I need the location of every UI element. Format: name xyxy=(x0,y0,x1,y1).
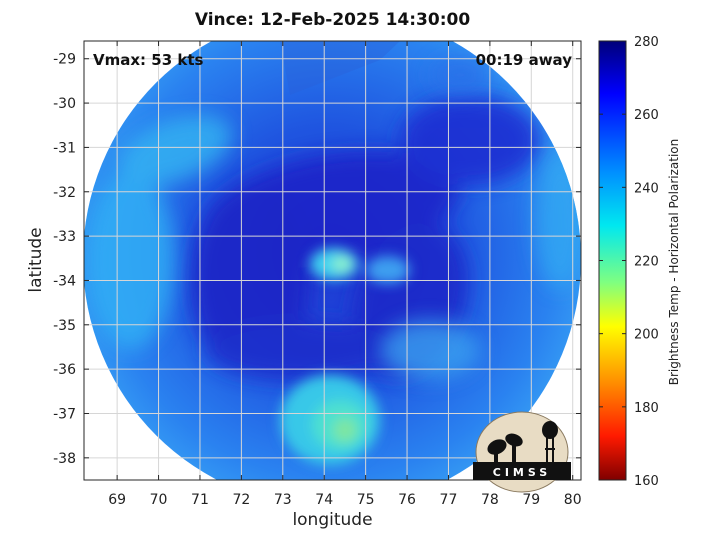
x-tick-label: 69 xyxy=(108,492,126,508)
y-tick-label: -29 xyxy=(53,52,76,68)
x-tick-label: 73 xyxy=(274,492,292,508)
brightness-temp-image xyxy=(84,41,581,480)
logo-text: CIMSS xyxy=(493,466,551,479)
colorbar-tick-label: 280 xyxy=(634,35,659,50)
y-tick-label: -30 xyxy=(53,96,76,112)
colorbar-tick-label: 240 xyxy=(634,181,659,196)
colorbar-tick-label: 160 xyxy=(634,474,659,489)
colorbar-gradient xyxy=(599,41,626,480)
y-tick-label: -32 xyxy=(53,185,76,201)
vmax-label: Vmax: 53 kts xyxy=(93,51,204,69)
y-tick-label: -34 xyxy=(53,273,76,289)
x-tick-label: 76 xyxy=(398,492,416,508)
grid-lines xyxy=(84,41,581,480)
y-tick-label: -31 xyxy=(53,140,76,156)
cimss-logo: CIMSS xyxy=(473,411,571,493)
x-tick-label: 70 xyxy=(150,492,168,508)
x-tick-label: 78 xyxy=(481,492,499,508)
x-axis-ticks: 69 70 71 72 73 74 75 76 77 78 79 80 xyxy=(108,41,582,508)
colorbar-tick-label: 180 xyxy=(634,401,659,416)
y-tick-label: -36 xyxy=(53,362,76,378)
axes-frame xyxy=(83,40,582,481)
y-axis-label: latitude xyxy=(26,227,46,293)
x-tick-label: 71 xyxy=(191,492,209,508)
y-tick-label: -38 xyxy=(53,451,76,467)
colorbar-tick-label: 200 xyxy=(634,328,659,343)
x-tick-label: 80 xyxy=(564,492,582,508)
y-axis-ticks: -29 -30 -31 -32 -33 -34 -35 -36 -37 -38 xyxy=(53,52,581,467)
y-tick-label: -33 xyxy=(53,229,76,245)
y-tick-label: -35 xyxy=(53,318,76,334)
x-axis-label: longitude xyxy=(292,510,373,530)
x-tick-label: 77 xyxy=(440,492,458,508)
colorbar-tick-label: 220 xyxy=(634,255,659,270)
x-tick-label: 74 xyxy=(315,492,333,508)
x-tick-label: 75 xyxy=(357,492,375,508)
colorbar-ticks: 280 260 240 220 200 180 160 xyxy=(599,35,659,489)
time-away-label: 00:19 away xyxy=(475,51,572,69)
colorbar-label: Brightness Temp - Horizontal Polarizatio… xyxy=(667,138,681,386)
colorbar: 280 260 240 220 200 180 160 xyxy=(598,35,659,489)
y-tick-label: -37 xyxy=(53,406,76,422)
colorbar-tick-label: 260 xyxy=(634,108,659,123)
x-tick-label: 79 xyxy=(522,492,540,508)
x-tick-label: 72 xyxy=(232,492,250,508)
plot-title: Vince: 12-Feb-2025 14:30:00 xyxy=(194,10,471,30)
